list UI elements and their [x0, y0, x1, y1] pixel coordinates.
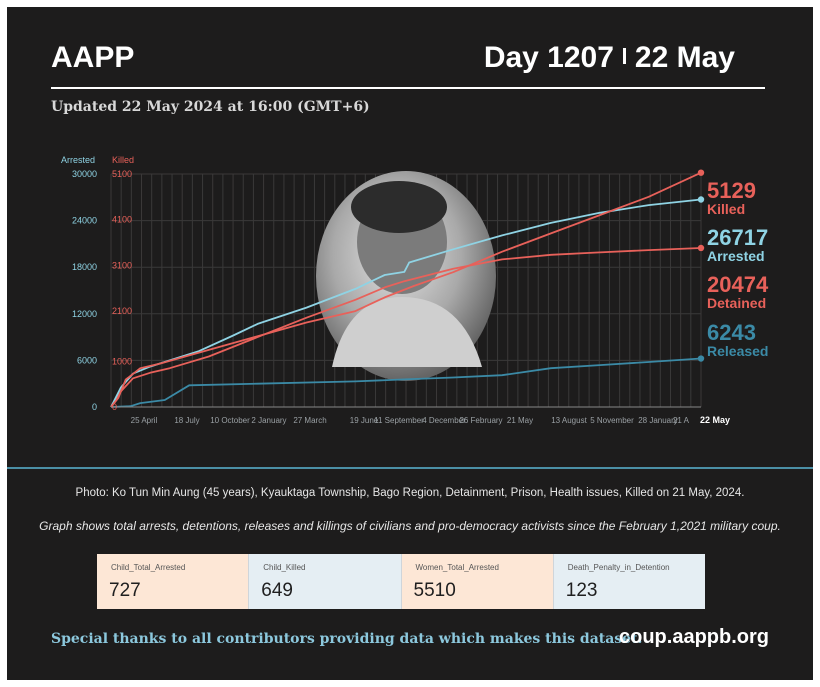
stat-value: 5510: [413, 580, 456, 601]
end-name-detained: Detained: [707, 295, 766, 311]
left-tick-label: 6000: [77, 355, 97, 365]
x-tick-label: 25 April: [131, 416, 158, 425]
end-point-detained: [697, 244, 705, 252]
current-date: 22 May: [634, 41, 735, 74]
end-point-released: [697, 355, 705, 362]
stat-child-total-arrested: Child_Total_Arrested 727: [97, 554, 250, 609]
x-tick-label: 10 October: [210, 416, 250, 425]
section-divider: [7, 467, 813, 469]
x-tick-label: 13 August: [551, 416, 587, 425]
stat-label: Child_Total_Arrested: [111, 563, 186, 572]
x-tick-label: 5 November: [590, 416, 634, 425]
portrait-hair: [351, 181, 447, 233]
left-tick-label: 0: [92, 402, 97, 412]
header-rule: [51, 87, 765, 89]
x-tick-label: 19 June: [350, 416, 379, 425]
chart-grid: [110, 173, 702, 408]
updated-timestamp: Updated 22 May 2024 at 16:00 (GMT+6): [51, 99, 370, 115]
portrait-shirt: [332, 297, 482, 367]
right-tick-label: 2100: [112, 306, 132, 316]
end-value-arrested: 26717: [707, 225, 768, 250]
left-tick-label: 12000: [72, 309, 97, 319]
org-title: AAPP: [51, 41, 135, 74]
right-tick-label: 0: [112, 402, 117, 412]
end-name-arrested: Arrested: [707, 248, 765, 264]
stat-value: 123: [565, 580, 598, 601]
x-tick-label: 27 March: [293, 416, 326, 425]
x-tick-label: 28 January: [638, 416, 678, 425]
website-link[interactable]: coup.aappb.org: [619, 626, 769, 648]
series-line-detained: [110, 247, 702, 408]
chart-axes: Arrested Killed 0 6000 12000 18000 24000 30000 0…: [61, 155, 730, 425]
left-axis-title: Arrested: [61, 155, 95, 165]
right-tick-label: 3100: [112, 260, 132, 270]
stat-value: 649: [261, 580, 293, 601]
x-tick-label: 18 July: [174, 416, 199, 425]
right-axis-title: Killed: [112, 155, 134, 165]
x-tick-label: 21 A: [673, 416, 690, 425]
end-point-arrested: [697, 196, 705, 203]
thanks-note: Special thanks to all contributors provi…: [51, 631, 643, 647]
end-value-released: 6243: [707, 320, 756, 345]
cumulative-chart: Arrested Killed 0 6000 12000 18000 24000 30000 0…: [61, 155, 769, 425]
x-tick-label: 4 December: [422, 416, 466, 425]
right-tick-label: 1000: [112, 356, 132, 366]
end-name-released: Released: [707, 343, 768, 359]
series-lines: [110, 169, 705, 408]
right-tick-label: 5100: [112, 169, 132, 179]
stat-label: Child_Killed: [263, 563, 306, 572]
right-tick-label: 4100: [112, 215, 132, 225]
stat-value: 727: [109, 580, 141, 601]
graph-caption: Graph shows total arrests, detentions, r…: [39, 519, 781, 533]
x-tick-label: 22 May: [700, 415, 730, 425]
day-date-title: Day 1207 22 May: [484, 41, 735, 75]
end-name-killed: Killed: [707, 201, 745, 217]
left-tick-label: 18000: [72, 262, 97, 272]
stat-label: Women_Total_Arrested: [415, 563, 499, 572]
series-line-released: [110, 357, 702, 408]
x-tick-label: 26 February: [459, 416, 502, 425]
x-tick-label: 11 September: [374, 416, 424, 425]
end-value-detained: 20474: [707, 272, 769, 297]
title-separator: [622, 48, 626, 64]
stat-women-total-arrested: Women_Total_Arrested 5510: [401, 554, 554, 609]
x-tick-label: 21 May: [507, 416, 533, 425]
left-tick-label: 24000: [72, 216, 97, 226]
end-point-killed: [697, 169, 705, 176]
day-count: Day 1207: [483, 41, 614, 74]
photo-caption: Photo: Ko Tun Min Aung (45 years), Kyauk…: [75, 487, 745, 499]
left-tick-label: 30000: [72, 169, 97, 179]
end-value-killed: 5129: [707, 178, 756, 203]
portrait-photo: [316, 171, 496, 381]
series-line-killed: [110, 171, 702, 408]
stat-label: Death_Penalty_in_Detention: [567, 563, 670, 572]
stat-child-killed: Child_Killed 649: [249, 554, 402, 609]
x-tick-label: 2 January: [251, 416, 286, 425]
stat-death-penalty-in-detention: Death_Penalty_in_Detention 123: [553, 554, 705, 609]
infographic-card: AAPP Day 1207 22 May Updated 22 May 2024 …: [7, 7, 813, 680]
stats-row: Child_Total_Arrested 727 Child_Killed 64…: [97, 554, 705, 609]
